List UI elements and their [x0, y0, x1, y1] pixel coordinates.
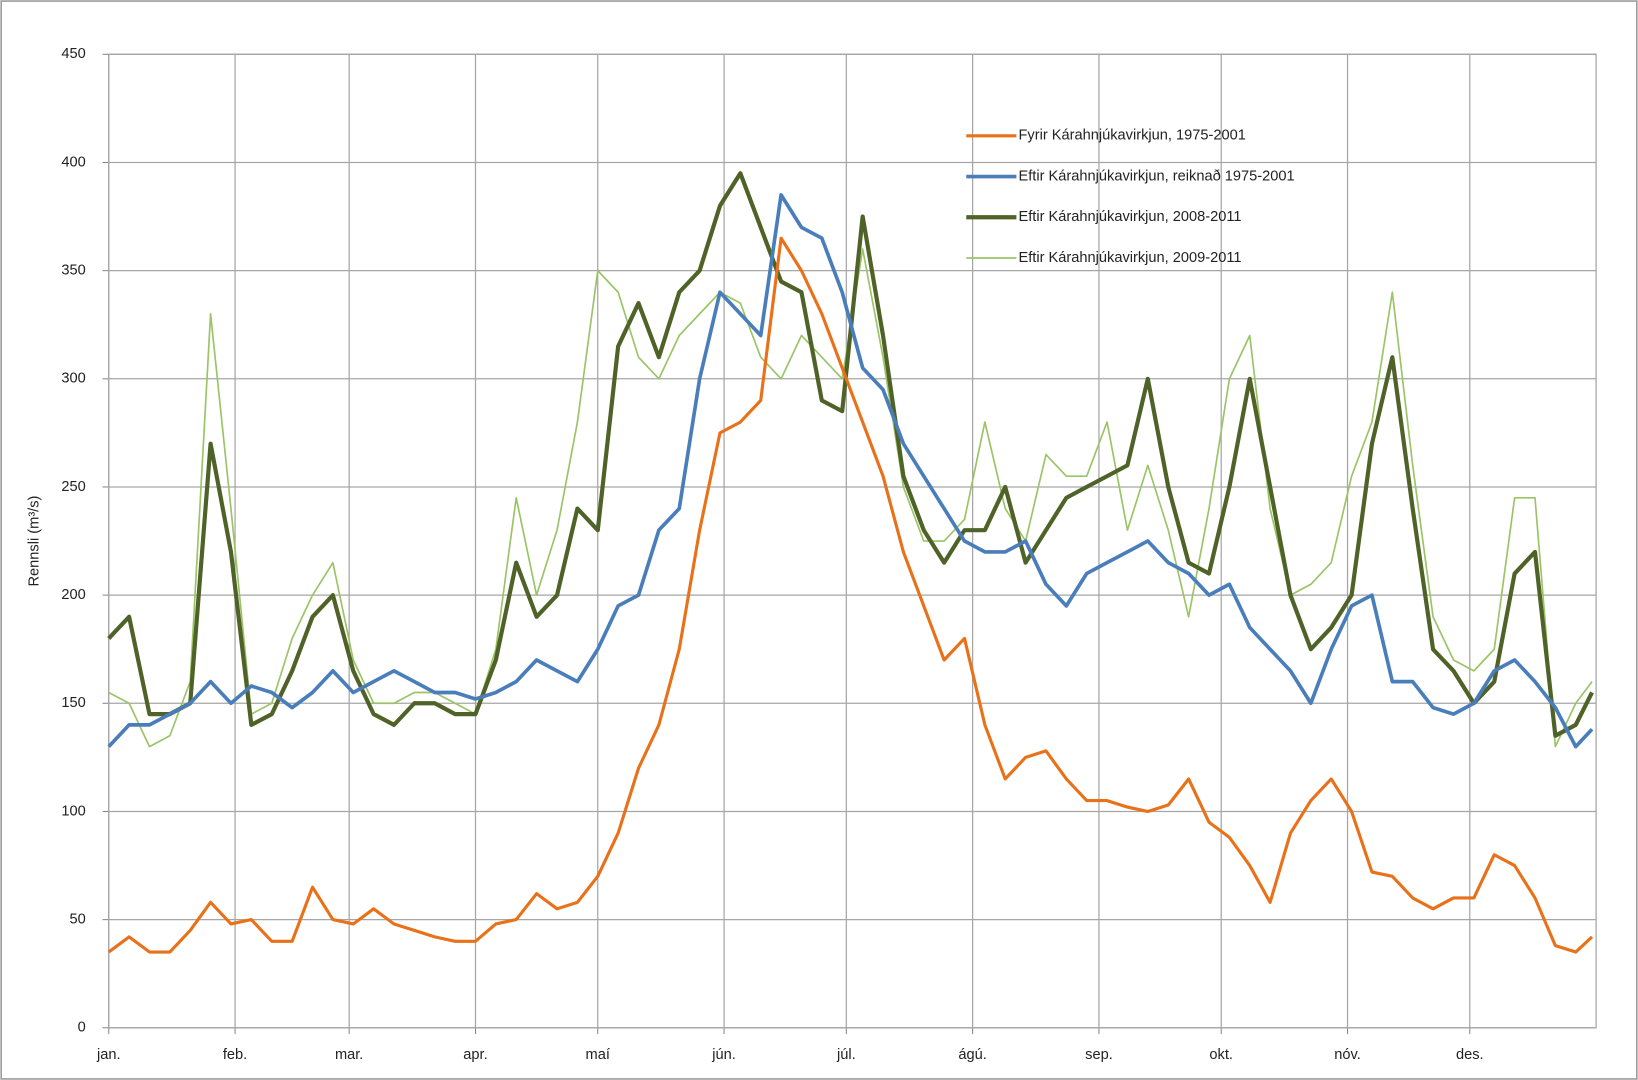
x-tick-label: des. — [1456, 1047, 1484, 1063]
legend-label: Fyrir Kárahnjúkavirkjun, 1975-2001 — [1018, 128, 1245, 144]
legend-label: Eftir Kárahnjúkavirkjun, reiknað 1975-20… — [1018, 168, 1294, 184]
x-tick-label: jún. — [711, 1047, 736, 1063]
y-tick-label: 350 — [61, 262, 85, 278]
y-tick-label: 450 — [61, 46, 85, 62]
x-tick-label: nóv. — [1334, 1047, 1361, 1063]
data-line — [107, 193, 1594, 749]
x-tick-label: maí — [586, 1047, 610, 1063]
legend-label: Eftir Kárahnjúkavirkjun, 2008-2011 — [1018, 209, 1241, 225]
x-tick-label: mar. — [335, 1047, 363, 1063]
y-tick-label: 400 — [61, 154, 85, 170]
y-axis-label: Rennsli (m³/s) — [26, 496, 42, 587]
x-tick-label: jan. — [96, 1047, 121, 1063]
x-tick-label: sep. — [1085, 1047, 1113, 1063]
data-line — [107, 236, 1594, 954]
y-tick-label: 50 — [70, 911, 86, 927]
plot-frame — [108, 53, 1597, 1029]
x-tick-label: okt. — [1209, 1047, 1233, 1063]
y-tick-label: 250 — [61, 479, 85, 495]
y-tick-label: 150 — [61, 695, 85, 711]
x-tick-label: feb. — [223, 1047, 247, 1063]
y-tick-label: 100 — [61, 803, 85, 819]
legend-label: Eftir Kárahnjúkavirkjun, 2009-2011 — [1018, 250, 1241, 266]
x-tick-label: apr. — [463, 1047, 487, 1063]
y-tick-label: 300 — [61, 371, 85, 387]
y-tick-label: 0 — [78, 1020, 86, 1036]
x-tick-label: ágú. — [958, 1047, 986, 1063]
x-tick-label: júl. — [836, 1047, 856, 1063]
y-tick-label: 200 — [61, 587, 85, 603]
data-line — [107, 171, 1594, 738]
